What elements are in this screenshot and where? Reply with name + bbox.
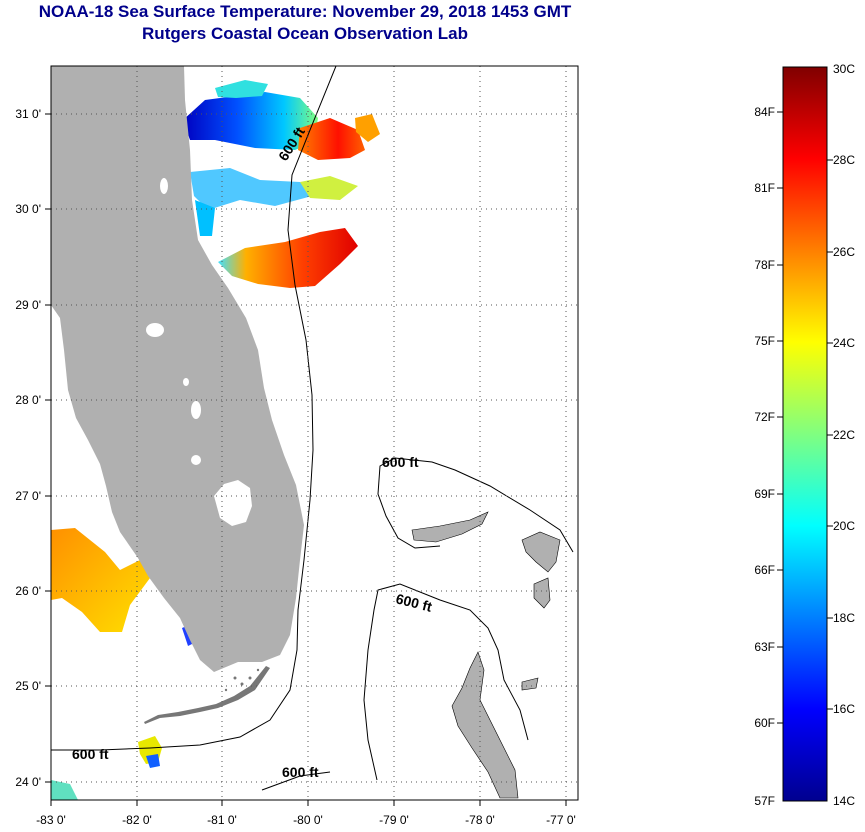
lat-label: 24 0': [15, 775, 41, 789]
sst-patch-sw-corner: [51, 780, 78, 800]
contour-label-2: 600 ft: [382, 454, 419, 470]
fahrenheit-label: 78F: [754, 258, 775, 272]
sst-patch-mixed: [190, 168, 312, 210]
lon-label: -81 0': [207, 813, 237, 827]
lake-okeechobee: [214, 480, 252, 526]
lon-label: -79 0': [379, 813, 409, 827]
celsius-label: 30C: [833, 62, 855, 76]
sst-patch-gulf-orange: [51, 528, 150, 632]
lon-label: -82 0': [122, 813, 152, 827]
fahrenheit-label: 63F: [754, 640, 775, 654]
colorbar-gradient: [782, 66, 828, 802]
fahrenheit-label: 66F: [754, 563, 775, 577]
bathymetry-contours: [51, 66, 574, 791]
sst-patch-warm-band: [218, 228, 358, 288]
fahrenheit-label: 60F: [754, 716, 775, 730]
fahrenheit-label: 84F: [754, 105, 775, 119]
fahrenheit-label: 75F: [754, 334, 775, 348]
sst-patch-keys-blue: [146, 754, 160, 768]
lat-label: 27 0': [15, 489, 41, 503]
lon-label: -80 0': [293, 813, 323, 827]
contour-label-5: 600 ft: [282, 764, 319, 780]
celsius-label: 28C: [833, 153, 855, 167]
florida-keys: [144, 666, 270, 724]
colorbar-ticks: [777, 111, 833, 724]
lat-label: 26 0': [15, 584, 41, 598]
sst-patch-red-north: [298, 118, 365, 160]
lat-label: 30 0': [15, 202, 41, 216]
latitude-labels: 31 0' 30 0' 29 0' 28 0' 27 0' 26 0' 25 0…: [15, 107, 41, 789]
contour-label-4: 600 ft: [72, 746, 109, 762]
map-frame-content: 600 ft 600 ft 600 ft 600 ft 600 ft: [51, 66, 578, 800]
sst-patch-cold-north: [183, 92, 318, 150]
sst-patch-cyan-coast: [195, 200, 215, 236]
contour-great-bahama: [363, 583, 529, 781]
colorbar: 84F 81F 78F 75F 72F 69F 66F 63F 60F 57F …: [754, 62, 855, 808]
frame-ticks: [45, 113, 567, 806]
colorbar-fahrenheit-labels: 84F 81F 78F 75F 72F 69F 66F 63F 60F 57F: [754, 105, 775, 808]
celsius-label: 20C: [833, 519, 855, 533]
contour-south: [261, 771, 331, 791]
longitude-labels: -83 0' -82 0' -81 0' -80 0' -79 0' -78 0…: [36, 813, 576, 827]
fahrenheit-label: 72F: [754, 410, 775, 424]
map-frame: [50, 65, 579, 801]
sst-patch-yellow-streak: [300, 176, 358, 200]
sst-patch-cyan-north: [215, 80, 268, 98]
contour-little-bahama: [377, 457, 574, 553]
lat-label: 25 0': [15, 679, 41, 693]
celsius-label: 14C: [833, 794, 855, 808]
celsius-label: 22C: [833, 428, 855, 442]
fahrenheit-label: 57F: [754, 794, 775, 808]
celsius-label: 16C: [833, 702, 855, 716]
colorbar-celsius-labels: 30C 28C 26C 24C 22C 20C 18C 16C 14C: [833, 62, 855, 808]
celsius-label: 18C: [833, 611, 855, 625]
lon-label: -83 0': [36, 813, 66, 827]
lat-label: 29 0': [15, 298, 41, 312]
fahrenheit-label: 69F: [754, 487, 775, 501]
map-title: NOAA-18 Sea Surface Temperature: Novembe…: [38, 2, 572, 21]
inland-lakes: [146, 178, 201, 465]
contour-florida-shelf: [51, 66, 337, 751]
sst-data: [51, 80, 380, 800]
celsius-label: 24C: [833, 336, 855, 350]
sst-patch-warm-small: [355, 114, 380, 142]
lon-label: -77 0': [546, 813, 576, 827]
lon-label: -78 0': [465, 813, 495, 827]
map-subtitle: Rutgers Coastal Ocean Observation Lab: [142, 24, 468, 43]
fahrenheit-label: 81F: [754, 181, 775, 195]
lat-label: 28 0': [15, 393, 41, 407]
bahamas-land: [411, 511, 561, 799]
lat-label: 31 0': [15, 107, 41, 121]
celsius-label: 26C: [833, 245, 855, 259]
